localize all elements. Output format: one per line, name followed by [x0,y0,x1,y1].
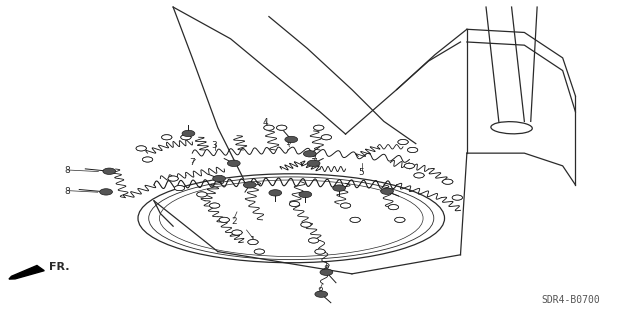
Circle shape [443,179,453,184]
Circle shape [395,217,405,222]
Circle shape [303,151,316,157]
Circle shape [308,238,319,243]
Circle shape [414,173,424,178]
Circle shape [404,163,415,168]
Circle shape [168,176,178,181]
Circle shape [381,188,394,195]
Circle shape [143,157,153,162]
Circle shape [180,135,191,140]
Text: 7: 7 [189,158,195,167]
Text: 3: 3 [212,141,218,150]
Text: 5: 5 [358,168,364,177]
Circle shape [315,249,325,254]
Polygon shape [9,265,44,279]
Circle shape [219,217,229,222]
Circle shape [182,130,195,137]
Text: 6: 6 [218,177,224,186]
Text: 8: 8 [323,264,329,274]
Circle shape [452,195,463,200]
Circle shape [209,203,220,208]
Circle shape [314,125,324,130]
Text: 7: 7 [311,158,317,167]
Circle shape [333,185,346,191]
Circle shape [243,182,256,188]
Circle shape [289,201,300,206]
Text: SDR4-B0700: SDR4-B0700 [541,295,600,305]
Text: 2: 2 [231,217,237,226]
Circle shape [321,135,332,140]
Circle shape [136,146,147,151]
Text: 1: 1 [250,236,256,245]
Circle shape [307,160,320,167]
Circle shape [174,186,184,191]
Circle shape [301,222,311,227]
Circle shape [340,203,351,208]
Circle shape [398,139,408,145]
Circle shape [196,192,207,197]
Circle shape [103,168,116,174]
Circle shape [320,269,333,275]
Text: 8: 8 [65,187,70,196]
Circle shape [162,135,172,140]
Circle shape [212,175,225,182]
Text: 8: 8 [65,166,70,175]
Text: 8: 8 [317,287,323,296]
Circle shape [299,191,312,197]
Circle shape [350,217,360,222]
Circle shape [315,291,328,297]
Circle shape [254,249,264,254]
Circle shape [388,204,399,210]
Text: 9: 9 [285,137,291,146]
Circle shape [248,240,258,245]
Circle shape [269,190,282,196]
Circle shape [276,125,287,130]
Text: FR.: FR. [49,263,70,272]
Circle shape [264,125,274,130]
Text: 9: 9 [311,152,317,161]
Circle shape [100,189,113,195]
Text: 4: 4 [263,118,269,128]
Circle shape [408,147,418,152]
Circle shape [285,136,298,143]
Circle shape [232,230,242,235]
Circle shape [227,160,240,167]
